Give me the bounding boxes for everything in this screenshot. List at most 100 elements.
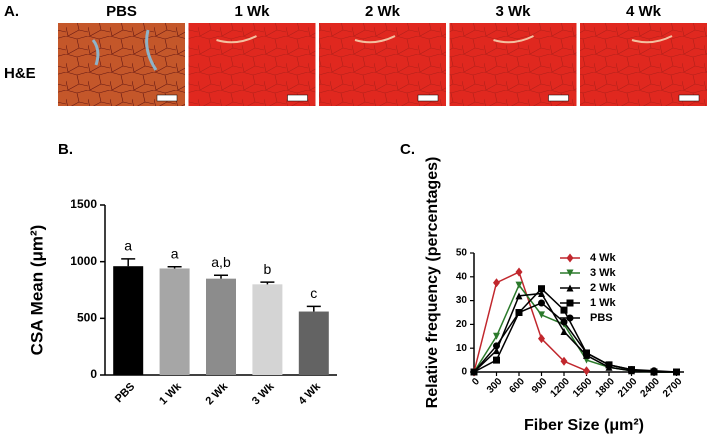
x-tick-label: 2700 [661, 376, 685, 400]
y-tick-label: 0 [461, 367, 467, 378]
x-tick-label: 2400 [638, 376, 662, 400]
legend-marker [566, 284, 574, 292]
significance-letter: b [264, 261, 272, 277]
marker [650, 367, 658, 375]
column-title: 1 Wk [234, 3, 270, 20]
x-tick-label: 2 Wk [204, 380, 231, 407]
row-label: H&E [4, 65, 36, 82]
marker [538, 311, 545, 319]
legend-marker [566, 299, 574, 307]
significance-letter: a [124, 238, 132, 254]
marker [515, 281, 523, 289]
marker [560, 328, 568, 336]
marker [560, 306, 568, 314]
legend-marker [566, 269, 574, 277]
y-axis-label: CSA Mean (μm²) [27, 225, 46, 356]
y-tick-label: 50 [456, 248, 468, 259]
y-axis-label: Relative frequency (percentages) [424, 157, 441, 409]
bar [206, 278, 236, 375]
x-tick-label: 1 Wk [157, 380, 184, 407]
marker [538, 285, 545, 293]
scale-bar [417, 94, 439, 102]
significance-letter: a,b [211, 254, 231, 270]
y-tick-label: 40 [456, 271, 468, 282]
cell-outlines [449, 23, 577, 106]
scale-bar [156, 94, 178, 102]
legend-label: PBS [590, 312, 613, 324]
marker [538, 289, 545, 297]
scale-bar [287, 94, 308, 102]
x-tick-label: 300 [485, 376, 505, 396]
marker [493, 356, 500, 364]
x-tick-label: 1200 [548, 376, 572, 400]
marker [493, 347, 500, 355]
y-tick-label: 1500 [70, 197, 97, 211]
bar-chart: B. CSA Mean (μm²) 0 500 1000 1500 a PBS a 1 Wk a,b… [27, 141, 337, 407]
x-tick-label: 4 Wk [296, 380, 323, 407]
x-tick-label: 3 Wk [250, 380, 277, 407]
legend-label: 4 Wk [590, 252, 617, 264]
cell-outlines [188, 23, 316, 106]
significance-letter: a [171, 245, 179, 261]
marker [515, 267, 523, 277]
column-title: PBS [106, 3, 137, 20]
x-tick-label: 900 [530, 376, 550, 396]
error-bar [121, 258, 136, 267]
series-line [473, 283, 677, 373]
bar [298, 311, 329, 375]
cell-outlines [58, 23, 185, 106]
column-title: 3 Wk [495, 3, 531, 20]
y-tick-label: 1000 [70, 254, 97, 268]
panel-label: A. [4, 3, 19, 20]
connective-tissue [91, 29, 158, 71]
significance-letter: c [310, 285, 317, 301]
panel-label: C. [400, 141, 415, 158]
vessel [493, 35, 534, 44]
scale-bar [548, 94, 569, 102]
marker [583, 366, 590, 376]
marker [628, 366, 635, 374]
histology-row: PBS 1 Wk 2 Wk 3 Wk 4 Wk [58, 3, 707, 106]
y-tick-label: 10 [456, 343, 468, 354]
cell-outlines [319, 23, 446, 106]
panel-label: B. [58, 141, 73, 158]
vessel [631, 35, 673, 44]
y-tick-label: 20 [456, 319, 468, 330]
marker [538, 334, 545, 344]
marker [583, 349, 590, 357]
legend-label: 1 Wk [590, 297, 617, 309]
marker [493, 332, 500, 340]
bar [113, 266, 144, 375]
error-bar [306, 305, 321, 312]
cell-outlines [580, 23, 707, 106]
y-tick-label: 0 [90, 367, 97, 381]
x-tick-label: 1500 [571, 376, 595, 400]
marker [470, 368, 478, 376]
column-title: 4 Wk [626, 3, 662, 20]
bar [159, 268, 190, 375]
legend-label: 3 Wk [590, 267, 617, 279]
marker [560, 318, 568, 326]
series-line [473, 270, 587, 373]
error-bar [167, 266, 182, 269]
x-tick-label: 2100 [616, 376, 640, 400]
scale-bar [678, 94, 700, 102]
marker [560, 356, 568, 366]
marker [673, 368, 680, 376]
vessel [354, 35, 396, 44]
error-bar [214, 274, 228, 279]
series-line [473, 302, 677, 373]
x-tick-label: 600 [507, 376, 527, 396]
marker [538, 299, 545, 307]
marker [605, 361, 613, 369]
x-tick-label: 1800 [593, 376, 617, 400]
x-axis-label: Fiber Size (μm²) [524, 417, 644, 434]
marker [515, 309, 523, 316]
marker [493, 278, 500, 288]
marker [515, 292, 523, 300]
y-tick-label: 30 [456, 295, 468, 306]
error-bar [260, 281, 275, 285]
x-tick-label: 0 [470, 376, 482, 388]
